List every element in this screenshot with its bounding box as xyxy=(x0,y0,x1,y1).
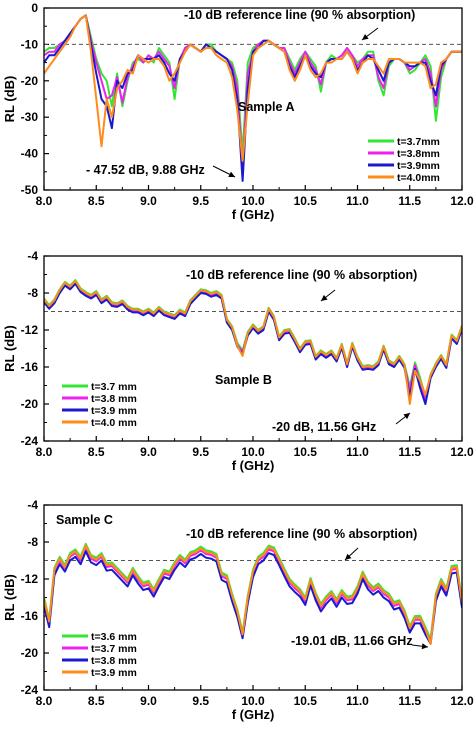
reference-line-label: -10 dB reference line (90 % absorption) xyxy=(186,527,417,541)
y-tick-label: -50 xyxy=(21,183,39,197)
legend-label-4: t=4.0mm xyxy=(397,172,440,184)
x-axis-label: f (GHz) xyxy=(232,707,275,722)
series-group xyxy=(44,279,462,405)
series-line-4 xyxy=(44,544,462,645)
plot-frame xyxy=(43,7,463,191)
series-line-1 xyxy=(44,542,462,641)
panel-sample-a: 8.0 8.5 9.0 9.5 10.0 10.5 11.0 11.5 12.0 0 -10 -20 -… xyxy=(2,1,474,222)
y-tick-label: -12 xyxy=(21,323,39,337)
y-tick-label: -16 xyxy=(21,609,39,623)
minimum-arrow-head xyxy=(421,643,428,650)
x-tick-label: 8.5 xyxy=(88,445,105,459)
x-tick-label: 8.5 xyxy=(88,194,105,208)
x-tick-label: 8.5 xyxy=(88,694,105,708)
series-line-4 xyxy=(44,280,462,405)
series-line-3 xyxy=(44,550,462,645)
x-tick-label: 12.0 xyxy=(450,194,474,208)
panel-sample-b: 8.0 8.5 9.0 9.5 10.0 10.5 11.0 11.5 12.0 -4 -8 -12 -… xyxy=(2,249,474,473)
series-line-1 xyxy=(44,14,462,155)
x-tick-label: 11.0 xyxy=(346,694,369,708)
reference-arrow-head xyxy=(362,34,369,40)
x-tick-label: 10.0 xyxy=(241,194,265,208)
reference-line-label: -10 dB reference line (90 % absorption) xyxy=(184,8,415,22)
minimum-annotation: -19.01 dB, 11.66 GHz xyxy=(291,634,413,648)
x-tick-label: 9.5 xyxy=(192,445,209,459)
legend-label-3: t=3.8 mm xyxy=(91,655,137,667)
x-tick-label: 12.0 xyxy=(450,694,474,708)
legend-label-1: t=3.6 mm xyxy=(91,631,137,643)
y-tick-label: -20 xyxy=(21,397,39,411)
y-tick-label: -4 xyxy=(27,249,38,263)
y-tick-label: -24 xyxy=(21,683,39,697)
x-tick-label: 11.0 xyxy=(346,194,369,208)
legend-label-2: t=3.8mm xyxy=(397,148,440,160)
x-tick-label: 9.0 xyxy=(140,694,157,708)
y-tick-label: -24 xyxy=(21,434,39,448)
y-tick-label: -16 xyxy=(21,360,39,374)
y-tick-label: -40 xyxy=(21,147,39,161)
x-tick-label: 8.0 xyxy=(36,445,53,459)
x-tick-label: 11.5 xyxy=(398,194,421,208)
sample-label: Sample A xyxy=(238,100,295,114)
x-tick-label: 9.5 xyxy=(192,194,209,208)
minimum-annotation: -20 dB, 11.56 GHz xyxy=(272,420,376,434)
x-tick-label: 12.0 xyxy=(450,445,474,459)
x-tick-label: 10.5 xyxy=(294,194,318,208)
y-tick-label: 0 xyxy=(31,1,38,15)
reference-line-label: -10 dB reference line (90 % absorption) xyxy=(186,268,417,282)
y-axis-label: RL (dB) xyxy=(2,325,17,372)
y-tick-label: -4 xyxy=(27,498,38,512)
series-line-3 xyxy=(44,282,462,405)
reference-arrow-head xyxy=(321,294,328,301)
x-axis-label: f (GHz) xyxy=(232,207,275,222)
x-tick-label: 8.0 xyxy=(36,194,53,208)
series-group xyxy=(44,542,462,645)
minimum-arrow-head xyxy=(228,171,235,177)
legend-label-3: t=3.9 mm xyxy=(91,405,137,417)
reference-arrow-head xyxy=(345,553,352,560)
y-tick-label: -12 xyxy=(21,572,39,586)
y-axis-label: RL (dB) xyxy=(2,574,17,621)
series-group xyxy=(44,14,462,182)
minimum-annotation: - 47.52 dB, 9.88 GHz xyxy=(86,163,205,177)
plot-frame xyxy=(43,255,463,442)
x-tick-label: 8.0 xyxy=(36,694,53,708)
sample-label: Sample C xyxy=(56,513,113,527)
legend-label-4: t=4.0 mm xyxy=(91,417,137,429)
legend-label-1: t=3.7 mm xyxy=(91,381,137,393)
x-tick-label: 9.0 xyxy=(140,194,157,208)
panel-sample-c: 8.0 8.5 9.0 9.5 10.0 10.5 11.0 11.5 12.0 -4 -8 -12 -… xyxy=(2,498,474,722)
y-tick-label: -20 xyxy=(21,74,39,88)
plot-frame xyxy=(43,504,463,691)
minimum-arrow-head xyxy=(403,413,410,420)
x-tick-label: 11.5 xyxy=(398,694,421,708)
legend-label-3: t=3.9mm xyxy=(397,160,440,172)
x-tick-label: 11.5 xyxy=(398,445,421,459)
y-tick-label: -8 xyxy=(27,535,38,549)
y-tick-label: -8 xyxy=(27,286,38,300)
x-tick-label: 10.0 xyxy=(241,445,265,459)
y-tick-label: -10 xyxy=(21,37,39,51)
series-line-4 xyxy=(44,14,462,162)
legend-label-2: t=3.8 mm xyxy=(91,393,137,405)
legend-label-2: t=3.7 mm xyxy=(91,643,137,655)
legend-label-1: t=3.7mm xyxy=(397,136,440,148)
x-axis-label: f (GHz) xyxy=(232,458,275,473)
x-tick-label: 9.0 xyxy=(140,445,157,459)
sample-label: Sample B xyxy=(215,373,272,387)
x-tick-label: 10.0 xyxy=(241,694,265,708)
y-axis-label: RL (dB) xyxy=(2,76,17,123)
y-tick-label: -30 xyxy=(21,110,39,124)
legend-label-4: t=3.9 mm xyxy=(91,667,137,679)
x-tick-label: 10.5 xyxy=(294,445,318,459)
x-tick-label: 9.5 xyxy=(192,694,209,708)
x-tick-label: 10.5 xyxy=(294,694,318,708)
x-tick-label: 11.0 xyxy=(346,445,369,459)
y-tick-label: -20 xyxy=(21,646,39,660)
